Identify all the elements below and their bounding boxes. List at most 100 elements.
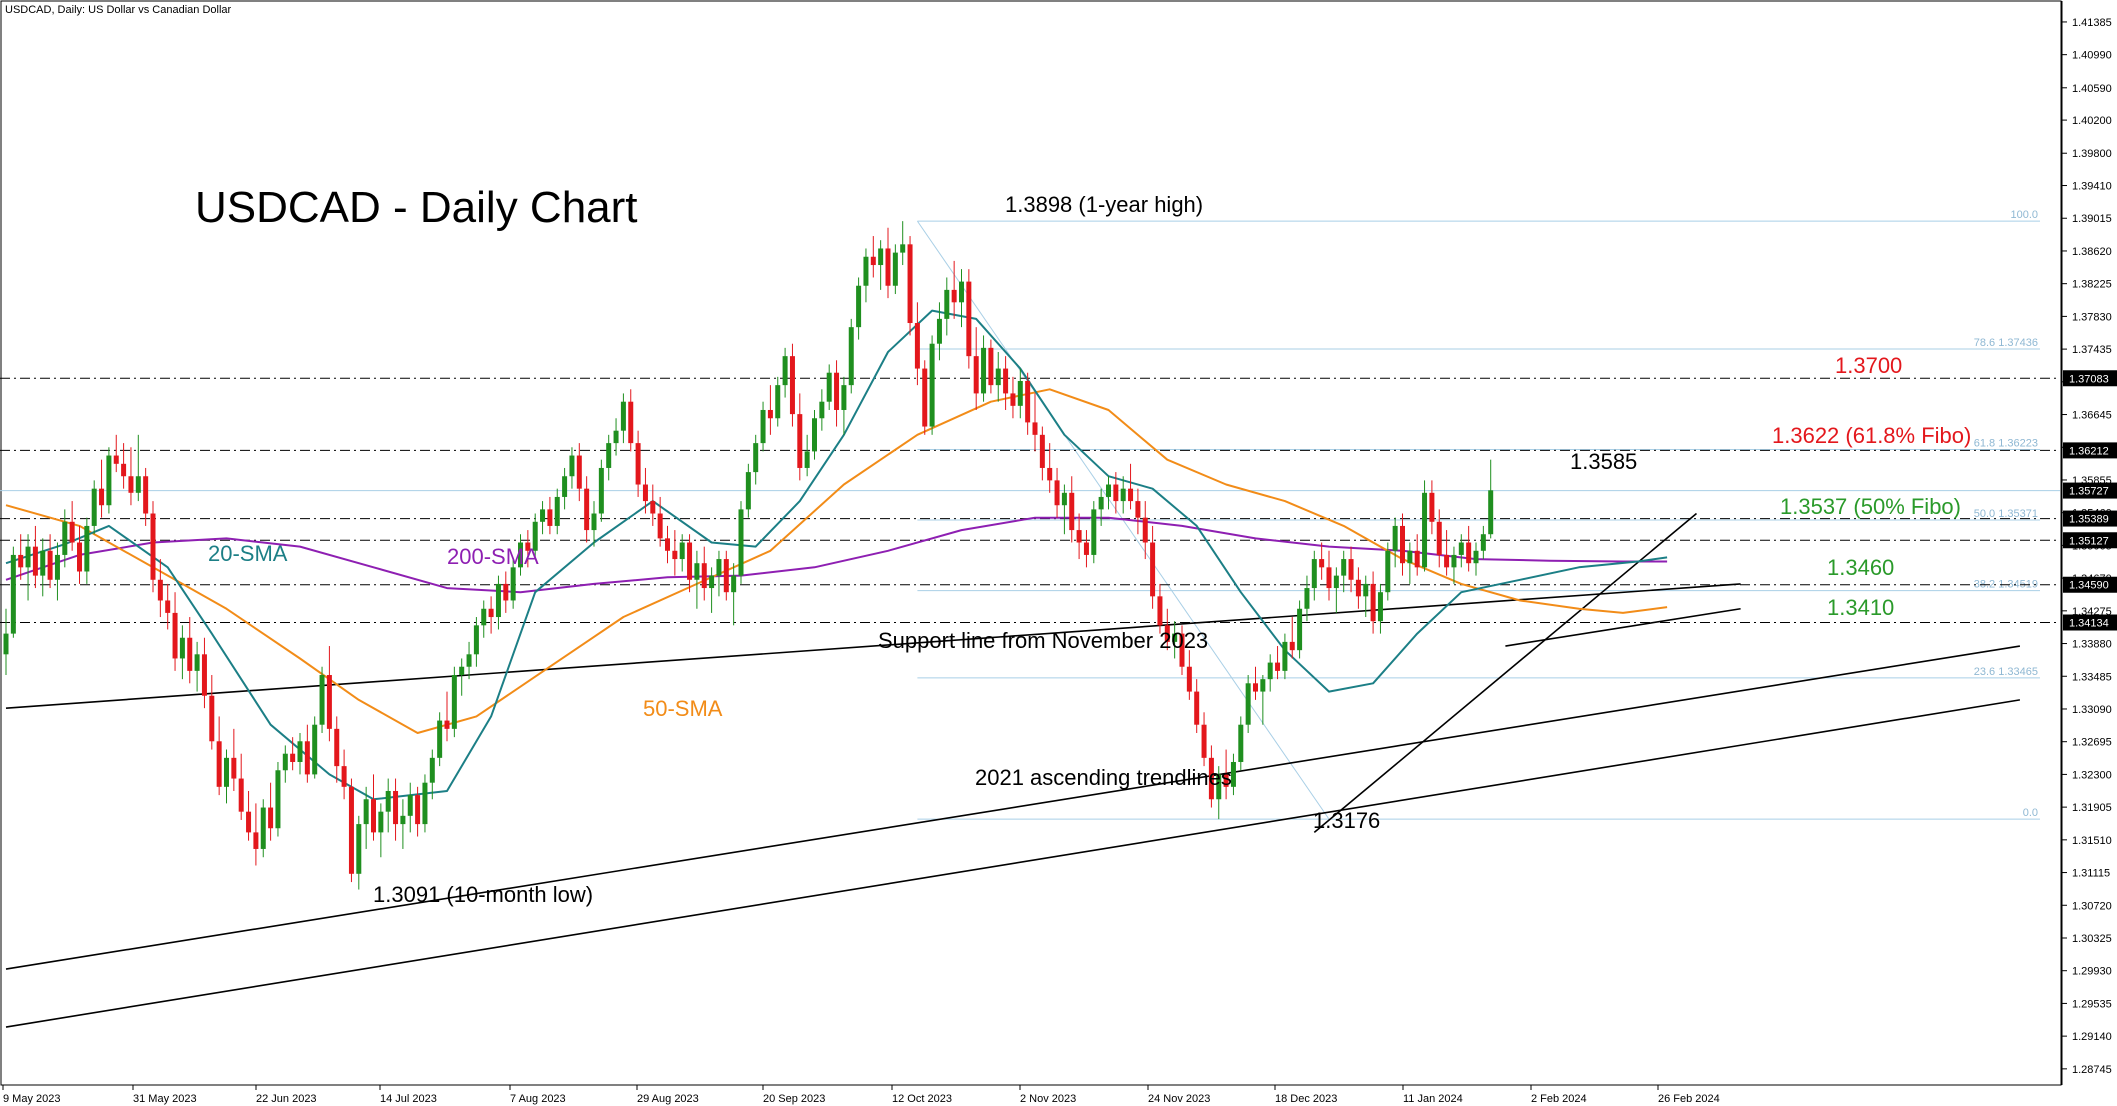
- candle: [488, 596, 494, 634]
- candle-body: [1186, 666, 1192, 692]
- candle: [665, 525, 670, 564]
- candle: [297, 732, 303, 775]
- candle-body: [1444, 554, 1450, 568]
- candle-body: [1488, 490, 1494, 535]
- candle: [400, 799, 406, 849]
- candle: [77, 525, 82, 584]
- candle: [914, 302, 920, 386]
- candle: [885, 227, 891, 299]
- candle-body: [973, 356, 979, 394]
- candle-body: [613, 430, 619, 444]
- candle: [657, 496, 663, 547]
- candle: [481, 600, 487, 638]
- price-box-label: 1.35727: [2069, 486, 2109, 498]
- candle-body: [701, 563, 707, 589]
- candle-body: [1480, 534, 1486, 551]
- price-axis: 1.41385 1.40990 1.40590 1.40200 1.39800 1.394…: [2062, 17, 2117, 1076]
- x-tick-label: 2 Feb 2024: [1531, 1093, 1587, 1105]
- candle: [598, 459, 604, 522]
- candle-body: [106, 455, 112, 506]
- candle: [1120, 476, 1126, 514]
- level-13537-label: 1.3537 (50% Fibo): [1780, 494, 1961, 519]
- candle-body: [121, 463, 127, 477]
- fibo-level-label: 78.6 1.37436: [1974, 337, 2038, 349]
- candle-body: [1466, 542, 1472, 564]
- candle: [3, 608, 9, 676]
- fibo-level-label: 23.6 1.33465: [1974, 666, 2038, 678]
- candles: [3, 221, 1494, 890]
- candle-body: [885, 248, 891, 286]
- candle-body: [1172, 633, 1178, 642]
- candle-body: [510, 567, 516, 601]
- candle: [1208, 745, 1214, 808]
- candle: [268, 782, 274, 841]
- candle: [892, 244, 898, 295]
- candle-body: [1039, 434, 1045, 468]
- candle-body: [253, 832, 259, 849]
- candle: [238, 753, 244, 820]
- y-tick-label: 1.29140: [2072, 1031, 2112, 1043]
- candle-body: [341, 766, 347, 787]
- candle-body: [1429, 492, 1435, 522]
- candle-body: [1267, 662, 1273, 680]
- candle-body: [1179, 633, 1185, 667]
- trendline: [5, 583, 1741, 709]
- candle-body: [1142, 517, 1148, 543]
- candle-body: [282, 753, 288, 771]
- candle: [429, 749, 435, 800]
- y-tick-label: 1.38225: [2072, 279, 2112, 291]
- y-tick-label: 1.30720: [2072, 900, 2112, 912]
- candle-body: [562, 476, 568, 497]
- price-box-label: 1.35389: [2069, 514, 2109, 526]
- candle-body: [1326, 567, 1332, 589]
- y-tick-label: 1.32300: [2072, 769, 2112, 781]
- trendline: [5, 645, 2021, 970]
- candle: [165, 583, 171, 630]
- candle: [1083, 530, 1089, 568]
- candle-body: [1297, 608, 1303, 651]
- candle-body: [1407, 550, 1413, 564]
- candle-body: [54, 554, 60, 580]
- candle: [929, 335, 935, 435]
- candle: [25, 534, 31, 601]
- candle: [642, 467, 648, 514]
- candle-body: [709, 575, 715, 589]
- candle-body: [466, 654, 472, 667]
- candle: [106, 447, 112, 514]
- candle-body: [1010, 393, 1016, 406]
- x-tick-label: 29 Aug 2023: [637, 1093, 699, 1105]
- candle-body: [32, 546, 38, 576]
- candle-body: [3, 633, 9, 655]
- candle-body: [1363, 583, 1369, 597]
- candle: [1326, 550, 1332, 601]
- y-tick-label: 1.37830: [2072, 311, 2112, 323]
- y-tick-label: 1.41385: [2072, 17, 2112, 29]
- candle-body: [1275, 662, 1281, 671]
- price-box: [2063, 370, 2117, 387]
- candle-body: [1003, 368, 1009, 394]
- candle-body: [988, 347, 994, 386]
- candle: [518, 534, 523, 576]
- candle-body: [1083, 542, 1089, 555]
- y-tick-label: 1.39800: [2072, 148, 2112, 160]
- candle-body: [672, 550, 678, 560]
- candle: [1010, 376, 1016, 419]
- candle: [32, 525, 38, 589]
- candle: [650, 484, 656, 526]
- candle: [1488, 459, 1494, 539]
- candle: [782, 347, 788, 398]
- candle: [216, 716, 222, 796]
- candle-body: [1106, 484, 1111, 497]
- candle-body: [1348, 559, 1354, 580]
- y-tick-label: 1.36645: [2072, 410, 2112, 422]
- candle: [1407, 542, 1413, 584]
- candle-body: [797, 414, 803, 468]
- candle-body: [598, 467, 604, 514]
- sma50-label: 50-SMA: [643, 696, 723, 721]
- candle-body: [1017, 380, 1023, 406]
- candle: [775, 376, 781, 427]
- candle: [334, 716, 340, 783]
- candle: [407, 782, 413, 833]
- candle-body: [650, 501, 656, 514]
- y-tick-label: 1.33090: [2072, 704, 2112, 716]
